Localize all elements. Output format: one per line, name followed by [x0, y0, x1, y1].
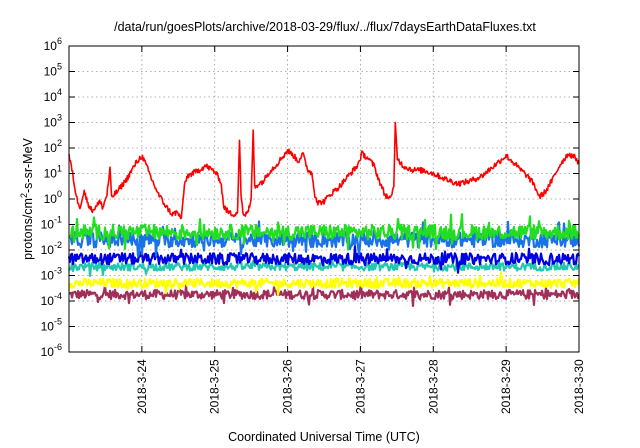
series-line [68, 213, 581, 251]
plot-area [67, 121, 581, 307]
x-tick-labels: 2018-3-24 2018-3-25 2018-3-26 2018-3-27 2018… [135, 359, 586, 414]
y-tick-label: 10-4 [41, 291, 62, 308]
series-layer [67, 121, 581, 307]
y-tick-labels: 106 105 104 103 102 101 100 10-1 10-2 10-3 10-4 10-… [41, 36, 62, 359]
ticks [69, 45, 580, 353]
series-line [67, 244, 581, 274]
y-tick-label: 102 [44, 138, 62, 155]
y-tick-label: 105 [44, 62, 62, 79]
x-axis-title: Coordinated Universal Time (UTC) [228, 430, 420, 444]
y-axis-title-sup: 2 [19, 193, 29, 198]
y-axis-title-prefix: protons/cm [21, 198, 35, 260]
y-tick-label: 10-1 [41, 215, 62, 232]
grid [69, 46, 579, 352]
x-tick-label: 2018-3-26 [281, 359, 295, 414]
series-line [68, 121, 580, 220]
y-axis-title: protons/cm2-s-sr-MeV [19, 137, 35, 259]
y-tick-label: 104 [44, 87, 62, 104]
y-tick-label: 10-3 [41, 266, 62, 283]
chart-title: /data/run/goesPlots/archive/2018-03-29/f… [114, 20, 536, 34]
y-tick-label: 10-6 [41, 342, 62, 359]
x-tick-label: 2018-3-25 [208, 359, 222, 414]
x-tick-label: 2018-3-27 [353, 359, 367, 414]
y-tick-label: 10-5 [41, 317, 62, 334]
y-axis-title-suffix: -s-sr-MeV [21, 137, 35, 193]
x-tick-label: 2018-3-29 [499, 359, 513, 414]
y-tick-label: 10-2 [41, 240, 62, 257]
y-tick-label: 106 [44, 36, 62, 53]
y-tick-label: 101 [44, 164, 62, 181]
x-tick-label: 2018-3-28 [426, 359, 440, 414]
y-tick-label: 103 [44, 113, 62, 130]
series-line [68, 282, 580, 307]
y-tick-label: 100 [44, 189, 62, 206]
x-tick-label: 2018-3-30 [572, 359, 586, 414]
series-line [68, 220, 581, 258]
series-line [67, 271, 581, 296]
x-tick-label: 2018-3-24 [135, 359, 149, 414]
